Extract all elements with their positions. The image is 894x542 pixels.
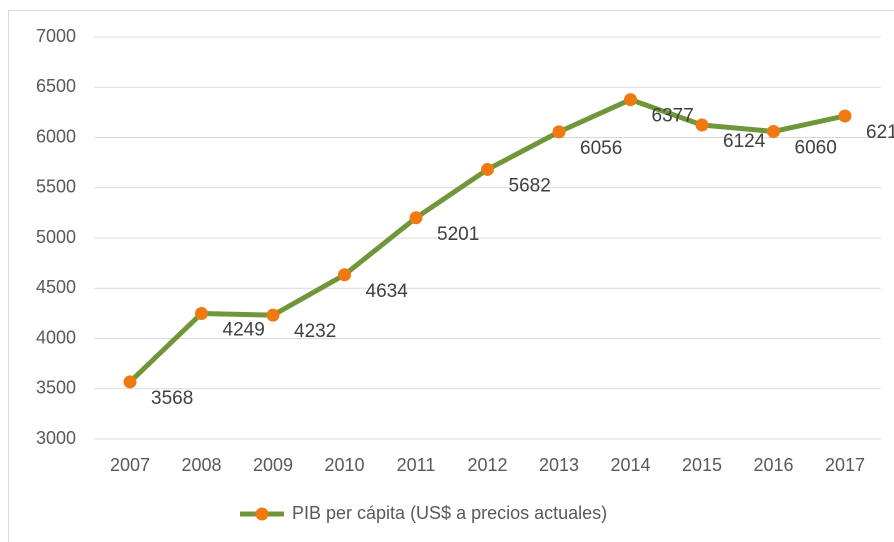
- x-tick-label: 2011: [397, 455, 436, 475]
- y-tick-label: 3000: [36, 428, 76, 448]
- data-point: [767, 124, 780, 138]
- data-label: 4249: [223, 319, 265, 340]
- y-tick-label: 5000: [36, 227, 76, 247]
- y-tick-label: 3500: [36, 378, 76, 398]
- y-tick-label: 4500: [36, 277, 76, 297]
- legend-marker: [255, 507, 269, 521]
- data-point: [838, 109, 852, 123]
- data-label: 4634: [366, 281, 409, 302]
- data-point: [624, 93, 637, 107]
- x-tick-label: 2012: [467, 455, 507, 475]
- y-tick-label: 7000: [36, 26, 76, 46]
- x-tick-label: 2010: [324, 455, 364, 475]
- data-point: [552, 125, 566, 139]
- x-tick-label: 2016: [753, 455, 793, 475]
- data-label: 6377: [652, 106, 694, 127]
- data-point: [409, 211, 423, 225]
- data-label: 5682: [509, 175, 551, 196]
- chart-border: [8, 10, 894, 542]
- data-point: [123, 375, 137, 389]
- data-label: 6060: [795, 137, 837, 158]
- y-tick-label: 4000: [36, 327, 76, 347]
- y-tick-label: 6000: [36, 126, 76, 146]
- y-tick-label: 6500: [36, 76, 76, 96]
- data-label: 5201: [437, 224, 479, 245]
- data-label: 6124: [723, 131, 766, 152]
- x-tick-label: 2017: [825, 455, 865, 475]
- x-tick-label: 2014: [610, 455, 650, 475]
- legend-label: PIB per cápita (US$ a precios actuales): [292, 503, 607, 523]
- x-tick-label: 2008: [181, 455, 221, 475]
- data-label: 3568: [151, 388, 193, 409]
- y-tick-label: 5500: [36, 177, 76, 197]
- x-tick-label: 2009: [253, 455, 293, 475]
- data-point: [195, 306, 208, 320]
- x-tick-label: 2015: [682, 455, 722, 475]
- data-point: [481, 162, 494, 176]
- data-label: 6214: [866, 122, 894, 143]
- data-point: [695, 118, 709, 132]
- data-point: [338, 268, 351, 282]
- data-label: 4232: [294, 321, 336, 342]
- x-tick-label: 2013: [539, 455, 579, 475]
- x-tick-label: 2007: [110, 455, 150, 475]
- data-label: 6056: [580, 138, 622, 159]
- data-point: [266, 308, 280, 322]
